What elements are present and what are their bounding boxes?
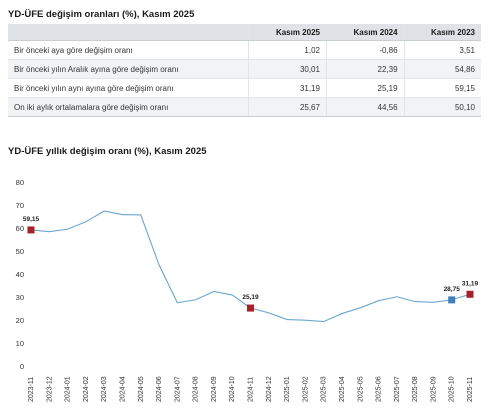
x-tick-label: 2024-01 — [65, 376, 72, 402]
row-label: On iki aylık ortalamalara göre değişim o… — [8, 97, 249, 117]
row-value: -0,86 — [325, 40, 405, 60]
row-value: 22,39 — [325, 59, 405, 79]
x-tick-label: 2025-09 — [430, 376, 437, 402]
row-value: 1,02 — [248, 40, 327, 60]
y-tick-label: 70 — [16, 201, 24, 210]
x-tick-label: 2025-11 — [467, 377, 474, 402]
x-tick-label: 2024-04 — [119, 376, 126, 402]
row-value: 3,51 — [403, 40, 481, 60]
y-tick-label: 10 — [16, 339, 24, 348]
x-axis: 2023-11 2023-12 2024-01 2024-02 2024-03 2024-… — [28, 376, 474, 402]
stats-table: Kasım 2025 Kasım 2024 Kasım 2023 Bir önc… — [8, 24, 481, 117]
x-tick-label: 2024-10 — [229, 376, 236, 402]
table-title: YD-ÜFE değişim oranları (%), Kasım 2025 — [8, 9, 195, 20]
y-tick-label: 30 — [16, 293, 24, 302]
x-tick-label: 2024-11 — [248, 377, 255, 402]
y-tick-label: 40 — [16, 270, 24, 279]
row-label: Bir önceki aya göre değişim oranı — [8, 40, 249, 60]
y-tick-label: 50 — [16, 247, 24, 256]
x-tick-label: 2024-12 — [266, 376, 273, 402]
y-axis: 0 10 20 30 40 50 60 70 80 — [16, 178, 24, 371]
x-tick-label: 2025-04 — [339, 376, 346, 402]
row-value: 54,86 — [403, 59, 481, 79]
row-label: Bir önceki yılın aynı ayına göre değişim… — [8, 78, 249, 98]
y-tick-label: 20 — [16, 316, 24, 325]
row-value: 25,67 — [248, 97, 327, 117]
table-row: Bir önceki yılın Aralık ayına göre değiş… — [8, 59, 481, 79]
x-tick-label: 2025-03 — [321, 376, 328, 402]
data-label: 31,19 — [462, 280, 479, 287]
row-value: 31,19 — [248, 78, 327, 98]
header-cell-kasim-2025: Kasım 2025 — [248, 24, 327, 41]
row-value: 30,01 — [248, 59, 327, 79]
x-tick-label: 2025-05 — [357, 376, 364, 402]
x-tick-label: 2024-08 — [193, 376, 200, 402]
highlight-marker — [27, 226, 35, 234]
y-tick-label: 80 — [16, 178, 24, 187]
data-label: 59,15 — [23, 216, 40, 223]
x-tick-label: 2024-05 — [138, 376, 145, 402]
table-row: Bir önceki aya göre değişim oranı 1,02 -… — [8, 40, 481, 60]
chart-title: YD-ÜFE yıllık değişim oranı (%), Kasım 2… — [8, 146, 207, 157]
table-row: On iki aylık ortalamalara göre değişim o… — [8, 97, 481, 117]
header-cell-kasim-2023: Kasım 2023 — [403, 24, 481, 41]
header-cell-kasim-2024: Kasım 2024 — [325, 24, 405, 41]
x-tick-label: 2025-08 — [412, 376, 419, 402]
x-tick-label: 2024-02 — [83, 376, 90, 402]
x-tick-label: 2024-09 — [211, 376, 218, 402]
highlight-marker — [466, 290, 474, 298]
x-tick-label: 2023-12 — [46, 376, 53, 402]
x-tick-label: 2025-01 — [284, 376, 291, 402]
x-tick-label: 2025-02 — [302, 376, 309, 402]
highlight-marker — [448, 296, 456, 304]
x-tick-label: 2025-10 — [449, 376, 456, 402]
x-tick-label: 2025-07 — [394, 376, 401, 402]
row-value: 44,56 — [325, 97, 405, 117]
table-header-row: Kasım 2025 Kasım 2024 Kasım 2023 — [8, 24, 481, 41]
x-tick-label: 2025-06 — [376, 376, 383, 402]
row-value: 50,10 — [403, 97, 481, 117]
row-label: Bir önceki yılın Aralık ayına göre değiş… — [8, 59, 249, 79]
y-tick-label: 60 — [16, 224, 24, 233]
y-tick-label: 0 — [20, 362, 24, 371]
data-label: 25,19 — [242, 294, 259, 301]
x-tick-label: 2024-06 — [156, 376, 163, 402]
data-label: 28,75 — [444, 286, 461, 293]
table-row: Bir önceki yılın aynı ayına göre değişim… — [8, 78, 481, 98]
row-value: 25,19 — [325, 78, 405, 98]
x-tick-label: 2023-11 — [28, 377, 35, 402]
header-cell-label — [8, 24, 249, 41]
x-tick-label: 2024-03 — [101, 376, 108, 402]
row-value: 59,15 — [403, 78, 481, 98]
x-tick-label: 2024-07 — [174, 376, 181, 402]
highlight-marker — [247, 304, 254, 312]
